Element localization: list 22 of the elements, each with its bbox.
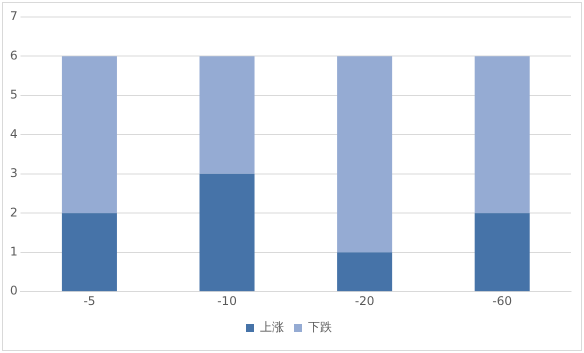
legend-label: 上涨 <box>260 320 284 334</box>
bar <box>62 213 117 292</box>
bar <box>62 56 117 214</box>
y-tick-label: 2 <box>10 205 18 220</box>
y-tick-label: 7 <box>10 9 18 24</box>
bar <box>474 56 530 214</box>
y-tick-label: 0 <box>10 284 18 298</box>
x-tick-label: -60 <box>492 294 512 308</box>
y-tick-label: 3 <box>10 166 18 180</box>
bar <box>200 174 255 292</box>
x-tick-label: -20 <box>354 294 374 308</box>
y-tick-label: 4 <box>10 126 18 141</box>
y-tick-label: 1 <box>10 244 18 258</box>
bar <box>200 56 255 174</box>
y-tick-label: 5 <box>10 88 18 102</box>
x-tick-label: -10 <box>217 294 237 308</box>
bar <box>337 56 392 252</box>
x-tick-label: -5 <box>83 294 96 308</box>
legend-label: 下跌 <box>308 320 332 334</box>
y-tick-label: 6 <box>10 48 18 62</box>
bar <box>337 252 392 292</box>
bar <box>474 213 530 292</box>
